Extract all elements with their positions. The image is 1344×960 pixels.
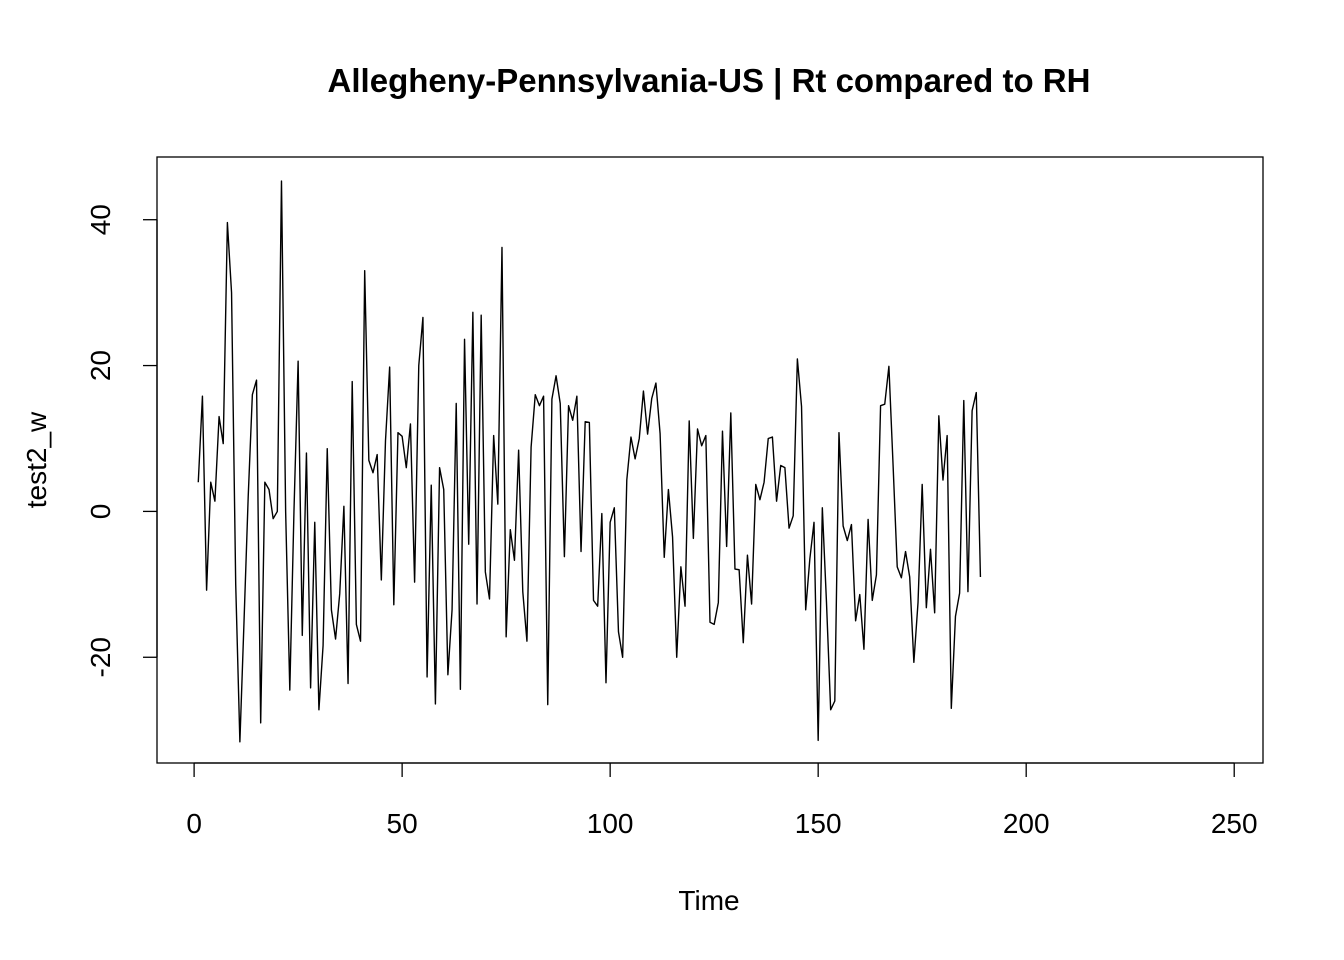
x-tick-label: 150 (795, 808, 842, 839)
x-tick-label: 50 (387, 808, 418, 839)
y-tick-label: 0 (85, 504, 116, 520)
x-tick-label: 250 (1211, 808, 1258, 839)
x-tick-label: 0 (186, 808, 202, 839)
x-axis: 0 50 100 150 200 250 (186, 762, 1258, 839)
y-tick-label: 40 (85, 204, 116, 235)
plot-box (156, 156, 1264, 764)
y-axis: -20 0 20 40 (85, 204, 158, 677)
chart-title: Allegheny-Pennsylvania-US | Rt compared … (328, 62, 1091, 99)
y-axis-label: test2_w (21, 411, 52, 508)
series-line-test2_w (197, 180, 982, 743)
y-tick-label: 20 (85, 350, 116, 381)
x-axis-label: Time (678, 885, 739, 916)
x-tick-label: 100 (587, 808, 634, 839)
x-tick-label: 200 (1003, 808, 1050, 839)
y-tick-label: -20 (85, 637, 116, 677)
